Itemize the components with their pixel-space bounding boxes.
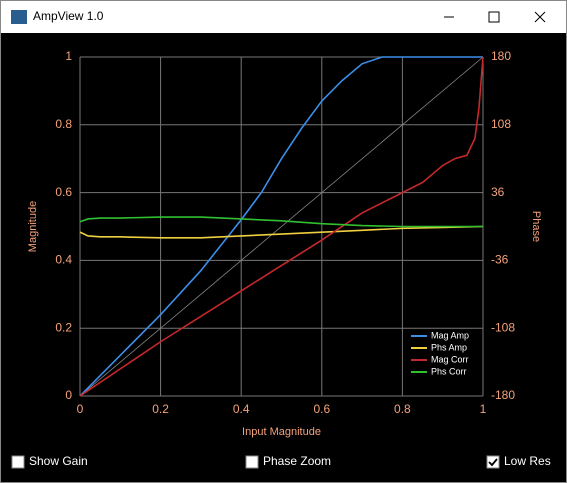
y-tick-label: 0 <box>65 388 72 402</box>
app-icon <box>11 10 27 24</box>
close-button[interactable] <box>534 11 546 23</box>
y2-tick-label: 180 <box>491 49 511 63</box>
checkbox[interactable] <box>11 455 25 469</box>
checkbox[interactable] <box>245 455 259 469</box>
x-tick-label: 0.4 <box>233 402 250 416</box>
window-title: AmpView 1.0 <box>33 9 104 23</box>
checkbox-label[interactable]: Low Res <box>504 454 551 468</box>
y2-axis-title: Phase <box>530 211 542 242</box>
y-tick-label: 1 <box>65 49 72 63</box>
series-line <box>79 56 484 397</box>
series-line <box>79 216 483 228</box>
reference-diagonal <box>79 56 484 397</box>
checkbox[interactable] <box>486 455 500 469</box>
y-tick-label: 0.8 <box>55 117 72 131</box>
y-tick-label: 0.4 <box>55 253 72 267</box>
checkbox-check <box>488 458 498 467</box>
y2-tick-label: -36 <box>491 253 509 267</box>
legend-label: Phs Amp <box>431 342 467 352</box>
series-line <box>79 225 484 239</box>
x-tick-label: 0.8 <box>394 402 411 416</box>
y-tick-label: 0.2 <box>55 320 72 334</box>
x-tick-label: 0.6 <box>313 402 330 416</box>
legend-label: Mag Amp <box>431 330 469 340</box>
title-bar <box>0 0 567 33</box>
x-tick-label: 0.2 <box>152 402 169 416</box>
y2-tick-label: 108 <box>491 117 511 131</box>
x-tick-label: 0 <box>77 402 84 416</box>
y-axis-title: Magnitude <box>27 201 39 252</box>
series-line <box>79 56 483 397</box>
checkbox-label[interactable]: Phase Zoom <box>263 454 331 468</box>
x-tick-label: 1 <box>480 402 487 416</box>
y-tick-label: 0.6 <box>55 185 72 199</box>
maximize-button[interactable] <box>488 11 500 23</box>
y2-tick-label: -180 <box>491 388 515 402</box>
legend-label: Mag Corr <box>431 354 469 364</box>
legend-label: Phs Corr <box>431 366 467 376</box>
checkbox-label[interactable]: Show Gain <box>29 454 88 468</box>
y2-tick-label: -108 <box>491 320 515 334</box>
y2-tick-label: 36 <box>491 185 505 199</box>
x-axis-title: Input Magnitude <box>242 426 321 438</box>
